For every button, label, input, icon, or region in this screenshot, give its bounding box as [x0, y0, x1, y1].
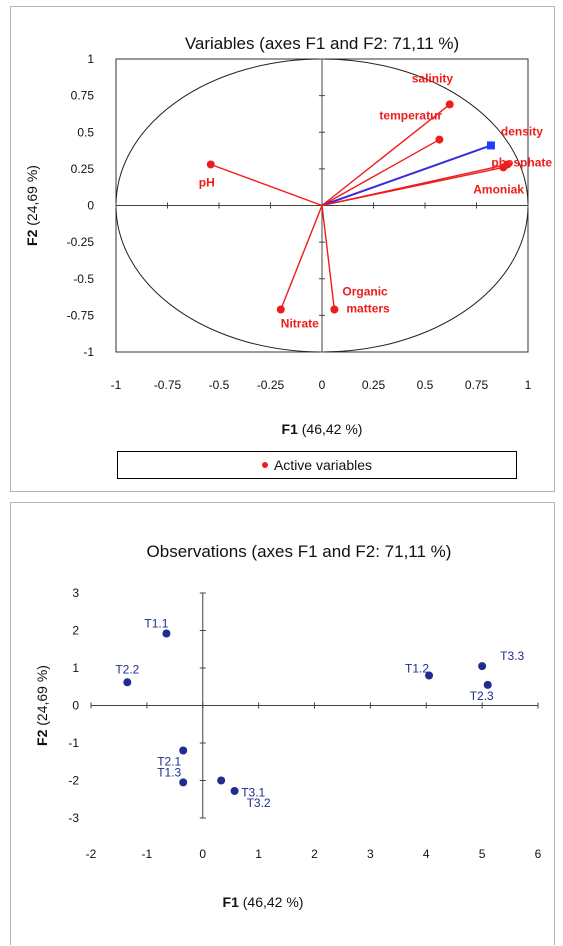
x-tick-label: 1 [525, 378, 532, 392]
observation-point [478, 662, 487, 671]
y-tick-label: 0.5 [77, 125, 94, 139]
variable-point [435, 135, 444, 144]
variable-label: pH [199, 175, 215, 189]
variable-point [276, 305, 285, 314]
x-tick-label: 1 [255, 847, 262, 861]
x-tick-label: 0.75 [465, 378, 489, 392]
y-tick-label: 1 [72, 661, 79, 675]
x-tick-label: -0.25 [257, 378, 285, 392]
y-tick-label: -2 [68, 774, 79, 788]
observation-label: T3.1 [241, 786, 265, 800]
y-axis-title: F2 (24,69 %) [34, 665, 50, 746]
observation-label: T2.1 [157, 755, 181, 769]
variable-label: temperatur [379, 109, 442, 123]
observation-label: T3.2 [247, 796, 271, 810]
y-tick-label: 0.25 [71, 162, 95, 176]
observations-chart: Observations (axes F1 and F2: 71,11 %) -2… [34, 542, 542, 910]
x-tick-label: 0 [199, 847, 206, 861]
vector-line [280, 205, 323, 310]
observation-label: T2.2 [115, 662, 139, 676]
variable-label: matters [346, 302, 390, 316]
y-tick-label: 3 [72, 586, 79, 600]
x-tick-label: -1 [142, 847, 153, 861]
y-tick-label: -0.25 [67, 235, 95, 249]
legend: Active variables [117, 451, 517, 479]
variable-label: Amoniak [473, 182, 524, 196]
y-tick-label: -0.75 [67, 308, 95, 322]
observation-point [162, 629, 171, 638]
y-tick-label: 0 [72, 699, 79, 713]
variable-point [330, 305, 339, 314]
variables-chart-panel: Variables (axes F1 and F2: 71,11 %) -1 -0.… [10, 6, 555, 492]
y-tick-label: -1 [68, 736, 79, 750]
legend-label: Active variables [273, 457, 373, 473]
x-tick-label: 3 [367, 847, 374, 861]
vector-line [321, 138, 440, 207]
variable-label: density [501, 124, 543, 138]
observation-label: T1.1 [144, 617, 168, 631]
x-tick-label: 4 [423, 847, 430, 861]
x-axis-title: F1 (46,42 %) [223, 894, 304, 910]
vector-line [321, 205, 336, 310]
variable-label: salinity [412, 71, 454, 85]
y-tick-label: 2 [72, 624, 79, 638]
vector-line [210, 163, 323, 207]
variable-point [206, 160, 215, 169]
x-axis-title: F1 (46,42 %) [282, 421, 363, 437]
y-tick-label: -1 [83, 345, 94, 359]
observation-point [483, 680, 492, 689]
observations-chart-panel: Observations (axes F1 and F2: 71,11 %) -2… [10, 502, 555, 945]
x-tick-label: 6 [535, 847, 542, 861]
chart-title: Variables (axes F1 and F2: 71,11 %) [185, 34, 459, 53]
observation-label: T2.3 [470, 689, 494, 703]
variables-chart: Variables (axes F1 and F2: 71,11 %) -1 -0.… [24, 34, 552, 437]
chart-title: Observations (axes F1 and F2: 71,11 %) [147, 542, 452, 561]
variable-label: Organic [342, 285, 388, 299]
observation-point [179, 778, 188, 787]
y-axis-title: F2 (24,69 %) [24, 165, 40, 246]
x-tick-label: -0.5 [209, 378, 230, 392]
x-tick-label: 5 [479, 847, 486, 861]
observation-point [230, 787, 239, 795]
observation-point [425, 671, 434, 680]
vector-line [321, 103, 451, 207]
observation-label: T1.2 [405, 662, 429, 676]
y-tick-label: 0 [87, 199, 94, 213]
y-tick-label: -0.5 [73, 272, 94, 286]
variable-point [486, 141, 495, 150]
observation-point [123, 678, 132, 687]
x-tick-label: 2 [311, 847, 318, 861]
vector-line [321, 166, 504, 207]
variable-label: Nitrate [281, 317, 319, 331]
y-tick-label: 0.75 [71, 89, 95, 103]
x-tick-label: 0.5 [417, 378, 434, 392]
x-tick-label: -0.75 [154, 378, 182, 392]
observation-point [179, 746, 188, 755]
vector-line [321, 144, 492, 207]
variable-point [445, 100, 454, 109]
x-tick-label: -1 [111, 378, 122, 392]
x-tick-label: 0 [319, 378, 326, 392]
y-tick-label: -3 [68, 811, 79, 825]
y-tick-label: 1 [87, 52, 94, 66]
x-tick-label: -2 [86, 847, 97, 861]
observation-label: T3.3 [500, 649, 524, 663]
x-tick-label: 0.25 [362, 378, 386, 392]
variable-point [499, 163, 508, 172]
observation-label: T1.3 [157, 765, 181, 779]
legend-marker-icon [261, 462, 268, 468]
observation-point [217, 776, 226, 785]
